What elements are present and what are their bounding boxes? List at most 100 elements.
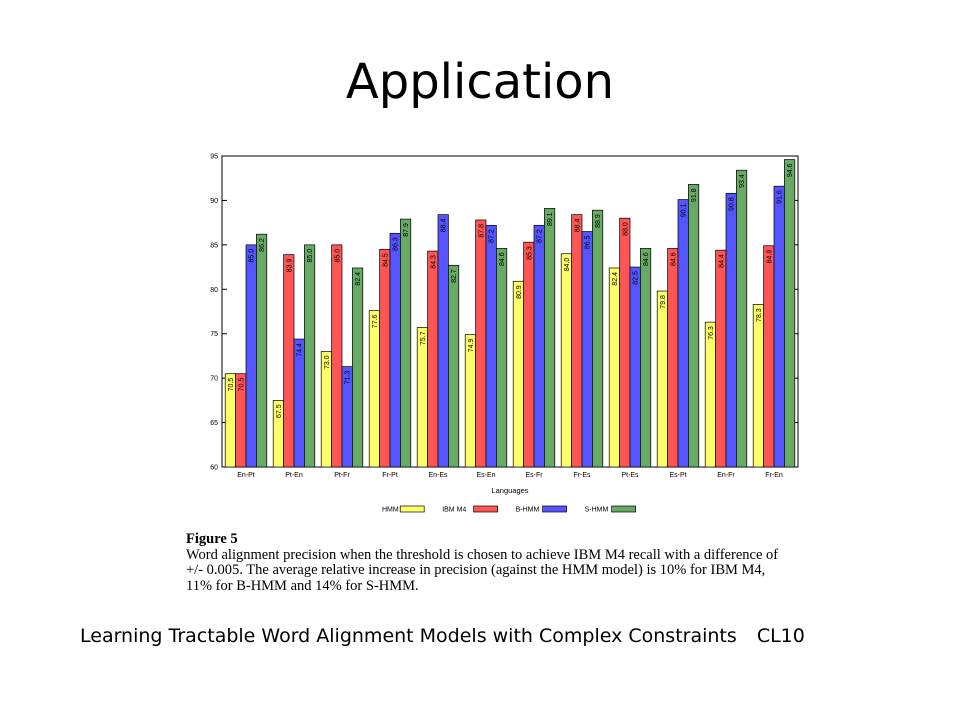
data-label: 70.5: [228, 378, 235, 392]
chart-axes: 60 65 70 75 80 85 90 95 En-Pt Pt-En Pt-Fr Fr-Pt En-E…: [210, 154, 799, 495]
data-label: 93.4: [739, 174, 746, 188]
data-label: 78.3: [756, 308, 763, 322]
data-label: 83.9: [286, 259, 293, 273]
bar-ibm-m4: [619, 217, 631, 468]
data-label: 67.5: [276, 404, 283, 418]
data-label: 84.6: [499, 252, 506, 266]
data-label: 71.3: [345, 370, 352, 384]
data-label: 75.7: [420, 331, 427, 345]
data-label: 88.4: [574, 219, 581, 233]
bar-hmm: [560, 253, 572, 468]
data-label: 86.2: [259, 238, 266, 252]
bar-hmm: [464, 334, 476, 468]
x-tick-label: Fr-Pt: [382, 472, 398, 479]
bar-ibm-m4: [283, 254, 295, 468]
bar-ibm-m4: [667, 248, 679, 468]
bar-s-hmm: [784, 159, 796, 468]
x-axis-title: Languages: [491, 486, 528, 495]
data-label: 87.2: [489, 229, 496, 243]
legend-swatch: [473, 505, 498, 513]
legend-swatch: [399, 505, 425, 513]
data-label: 76.3: [708, 326, 715, 340]
data-label: 73.0: [324, 355, 331, 369]
data-label: 86.5: [585, 235, 592, 249]
bar-hmm: [752, 304, 764, 468]
bar-s-hmm: [640, 248, 652, 468]
data-label: 84.6: [643, 252, 650, 266]
data-label: 90.8: [729, 197, 736, 211]
legend-label: HMM: [382, 507, 399, 514]
data-label: 74.4: [297, 343, 304, 357]
bar-ibm-m4: [523, 241, 535, 468]
data-label: 91.8: [691, 188, 698, 202]
bar-ibm-m4: [571, 214, 583, 468]
bar-hmm: [704, 321, 716, 468]
bar-b-hmm: [485, 224, 497, 468]
bar-b-hmm: [389, 232, 401, 468]
data-label: 82.4: [355, 272, 362, 286]
legend-label: B-HMM: [516, 507, 540, 514]
x-tick-label: Pt-Fr: [334, 472, 350, 479]
bar-s-hmm: [304, 244, 316, 468]
bar-s-hmm: [256, 233, 268, 468]
y-tick-label: 60: [210, 465, 218, 472]
data-label: 90.1: [681, 203, 688, 217]
bar-hmm: [656, 290, 668, 468]
bar-s-hmm: [496, 248, 508, 468]
data-label: 94.6: [787, 163, 794, 177]
plot-frame: [221, 155, 799, 468]
x-tick-label: Es-En: [476, 472, 495, 479]
data-label: 91.6: [777, 190, 784, 204]
data-label: 84.0: [564, 258, 571, 272]
slide-title: Application: [345, 54, 615, 110]
bar-hmm: [416, 327, 428, 468]
bar-ibm-m4: [715, 249, 727, 468]
data-label: 84.3: [430, 255, 437, 269]
bar-b-hmm: [437, 214, 449, 468]
data-label: 84.9: [766, 250, 773, 264]
x-tick-label: En-Es: [428, 472, 448, 479]
x-tick-label: Es-Fr: [525, 472, 543, 479]
data-label: 87.8: [478, 224, 485, 238]
figure-caption: Figure 5 Word alignment precision when t…: [186, 531, 786, 594]
bar-b-hmm: [773, 185, 785, 468]
data-label: 84.6: [670, 252, 677, 266]
x-tick-label: Es-Pt: [669, 472, 686, 479]
data-label: 88.0: [622, 222, 629, 236]
y-tick-label: 95: [210, 154, 218, 161]
data-label: 80.9: [516, 285, 523, 299]
y-tick-label: 70: [210, 376, 218, 383]
legend-swatch: [611, 505, 636, 513]
data-label: 82.7: [451, 269, 458, 283]
legend-swatch: [542, 505, 567, 513]
bar-ibm-m4: [763, 245, 775, 468]
bar-s-hmm: [592, 209, 604, 468]
bar-b-hmm: [581, 231, 593, 468]
data-label: 87.2: [537, 229, 544, 243]
y-tick-label: 85: [210, 242, 218, 249]
data-label: 87.9: [403, 223, 410, 237]
data-label: 88.4: [441, 219, 448, 233]
data-label: 77.6: [372, 315, 379, 329]
legend-label: IBM M4: [442, 507, 466, 514]
x-tick-label: Pt-En: [285, 472, 303, 479]
data-label: 84.5: [382, 253, 389, 267]
x-tick-label: Pt-Es: [621, 472, 639, 479]
bar-hmm: [368, 310, 380, 468]
bar-ibm-m4: [331, 244, 343, 468]
footer-tag: CL10: [756, 625, 805, 647]
data-label: 82.4: [612, 272, 619, 286]
data-label: 85.0: [307, 249, 314, 263]
footer-text: Learning Tractable Word Alignment Models…: [80, 625, 737, 647]
x-tick-label: Fr-Es: [573, 472, 591, 479]
x-tick-label: En-Pt: [237, 472, 255, 479]
bar-hmm: [608, 267, 620, 468]
legend-label: S-HMM: [585, 507, 609, 514]
bar-b-hmm: [725, 192, 737, 468]
bar-ibm-m4: [427, 250, 439, 468]
bar-b-hmm: [293, 338, 305, 468]
bar-ibm-m4: [475, 219, 487, 468]
data-label: 70.5: [238, 378, 245, 392]
figure-label: Figure 5: [186, 531, 238, 547]
